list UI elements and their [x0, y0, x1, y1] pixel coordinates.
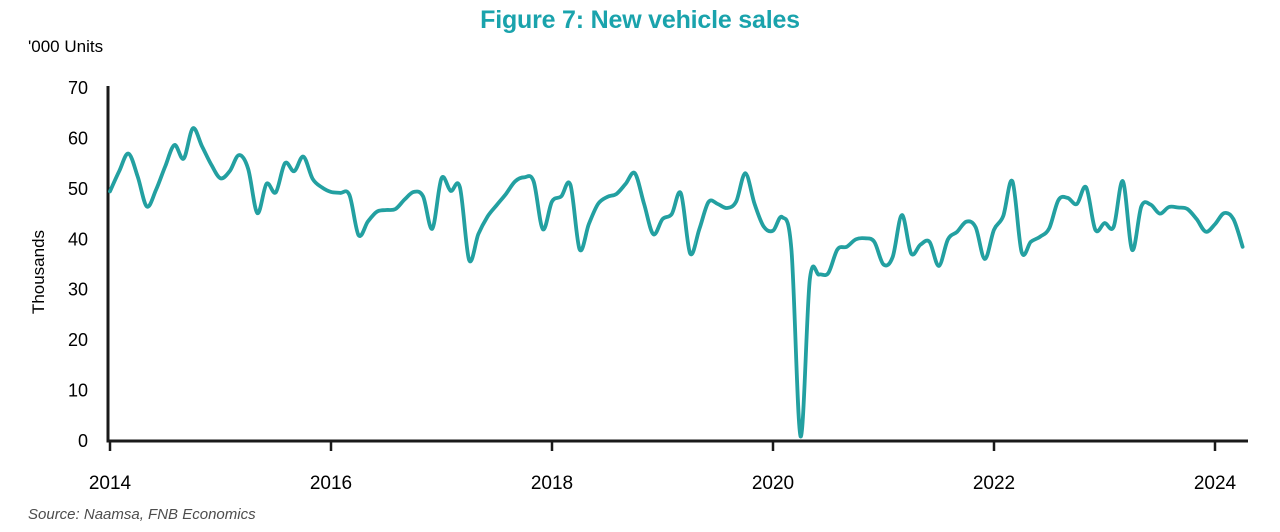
- chart-title: Figure 7: New vehicle sales: [480, 6, 800, 34]
- x-tick-label: 2016: [310, 473, 352, 494]
- source-note: Source: Naamsa, FNB Economics: [28, 506, 256, 523]
- y-tick-label: 0: [78, 431, 88, 451]
- y-tick-label: 40: [68, 229, 88, 249]
- y-tick-label: 10: [68, 381, 88, 401]
- x-tick-label: 2020: [752, 473, 794, 494]
- y-tick-label: 20: [68, 330, 88, 350]
- sales-line: [108, 126, 1245, 439]
- y-tick-label: 60: [68, 128, 88, 148]
- y-tick-label: 70: [68, 78, 88, 98]
- y-tick-label: 50: [68, 179, 88, 199]
- y-tick-label: 30: [68, 280, 88, 300]
- x-tick-label: 2014: [89, 473, 132, 494]
- x-tick-label: 2022: [973, 473, 1015, 494]
- unit-label: '000 Units: [28, 37, 104, 56]
- x-tick-label: 2024: [1194, 473, 1237, 494]
- x-tick-label: 2018: [531, 473, 573, 494]
